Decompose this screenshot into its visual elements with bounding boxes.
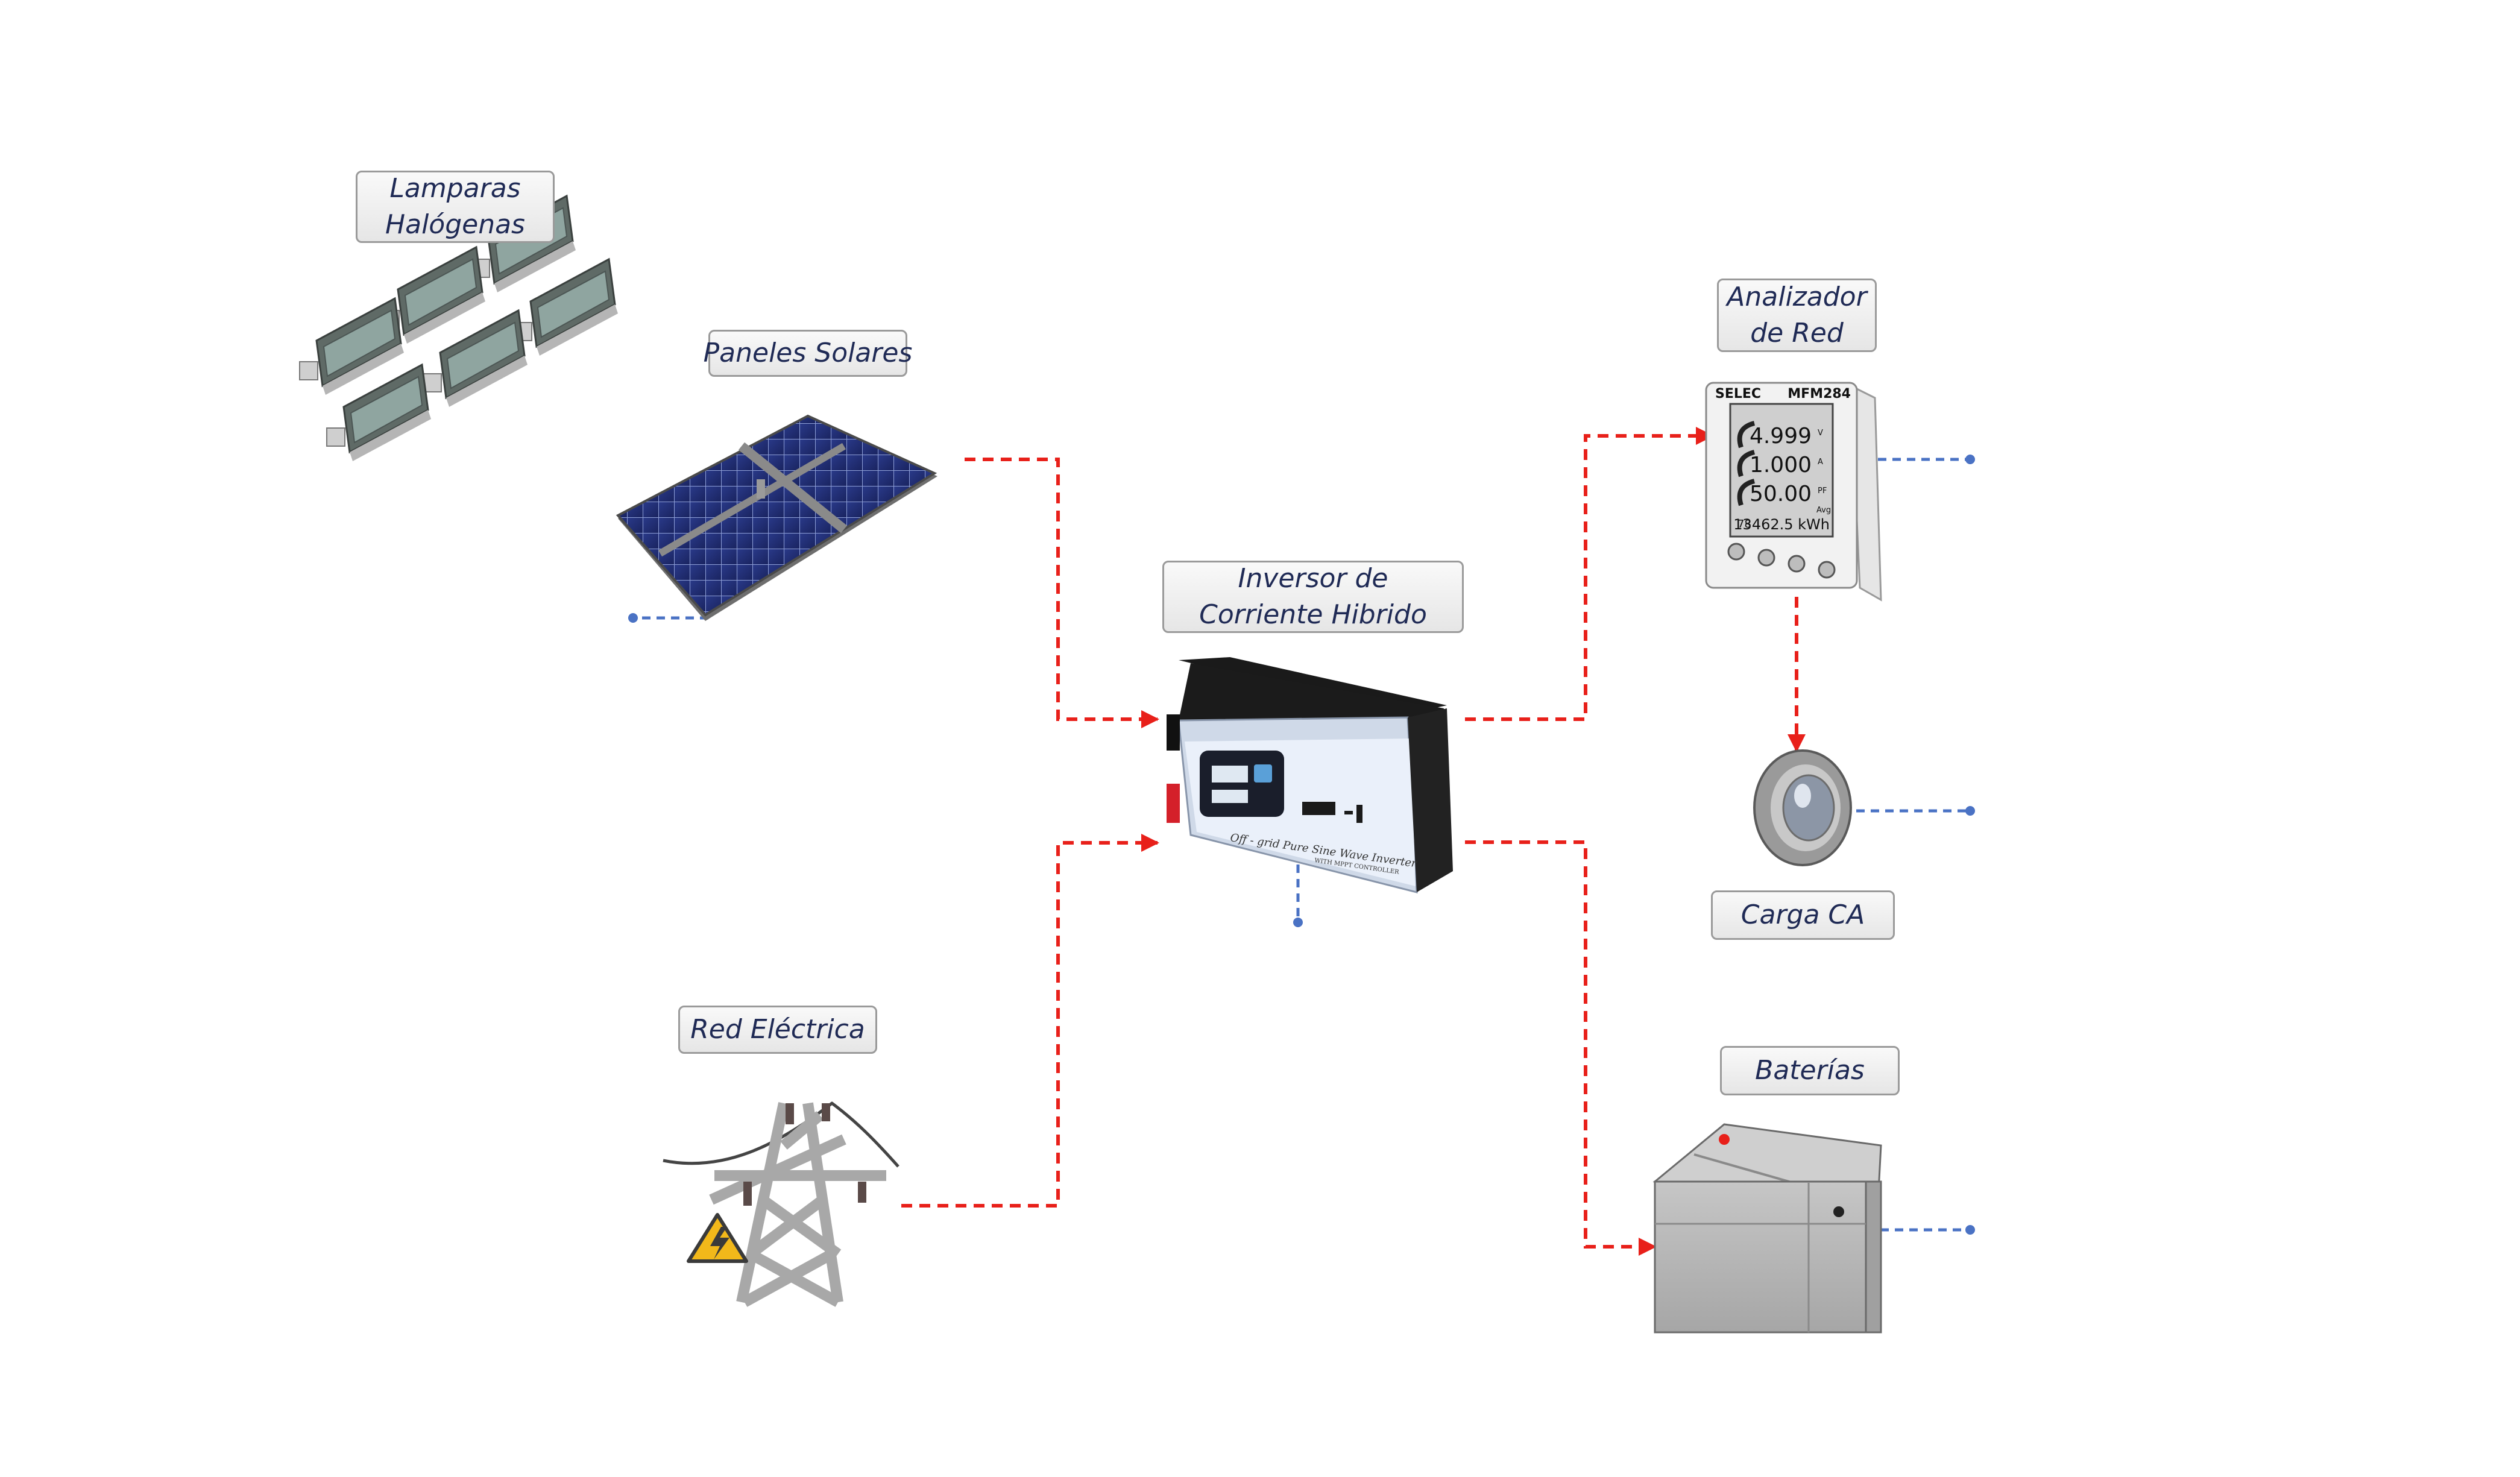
ac-load-icon — [1753, 749, 1852, 866]
batteries-icon — [1652, 1123, 1882, 1334]
label-hybrid-inverter-line1: Inversor de — [1238, 563, 1388, 594]
halogen-lamp-2 — [380, 245, 485, 344]
label-ac-load-line1: Carga CA — [1740, 899, 1865, 930]
meter-unit-2: A — [1818, 458, 1823, 467]
power-connections — [901, 427, 1806, 1256]
meter-unit-1: V — [1818, 429, 1823, 438]
line-panels-to-inverter — [965, 458, 1159, 728]
halogen-lamp-3 — [513, 257, 618, 356]
label-solar-panels: Paneles Solares — [704, 330, 912, 377]
label-power-grid-line1: Red Eléctrica — [690, 1014, 865, 1045]
network-analyzer-icon: SELEC MFM284 4.999 V 1.000 A 50.00 PF Av… — [1705, 382, 1882, 602]
meter-reading-1: 4.999 — [1750, 424, 1812, 449]
meter-reading-2: 1.000 — [1750, 453, 1812, 477]
label-batteries: Baterías — [1720, 1046, 1900, 1095]
meter-unit-3: PF — [1818, 487, 1827, 496]
label-halogen-lamps: Lamparas Halógenas — [356, 171, 555, 243]
label-hybrid-inverter-line2: Corriente Hibrido — [1199, 599, 1427, 630]
label-solar-panels-line1: Paneles Solares — [703, 338, 913, 368]
line-grid-to-inverter — [901, 834, 1159, 1208]
line-inverter-to-analyzer — [1465, 427, 1714, 721]
meter-brand: SELEC — [1715, 386, 1761, 402]
label-network-analyzer-line1: Analizador — [1727, 282, 1867, 312]
label-network-analyzer: Analizador de Red — [1717, 279, 1877, 352]
label-batteries-line1: Baterías — [1755, 1055, 1865, 1086]
meter-energy: 13462.5 kWh — [1733, 516, 1830, 533]
halogen-lamp-4 — [299, 297, 404, 395]
meter-avg: Avg — [1816, 506, 1831, 515]
meter-reading-3: 50.00 — [1750, 482, 1812, 506]
meter-model: MFM284 — [1788, 386, 1851, 402]
label-halogen-lamps-line1: Lamparas — [389, 173, 521, 204]
hybrid-inverter-icon: Off - grid Pure Sine Wave Inverter WITH … — [1167, 657, 1453, 893]
label-power-grid: Red Eléctrica — [678, 1006, 877, 1054]
label-network-analyzer-line2: de Red — [1750, 318, 1844, 348]
label-halogen-lamps-line2: Halógenas — [385, 209, 525, 240]
meter-readings: 4.999 V 1.000 A 50.00 PF Avg 78 13462.5 … — [1733, 421, 1831, 533]
label-ac-load: Carga CA — [1711, 890, 1895, 940]
halogen-lamp-6 — [326, 363, 431, 461]
label-hybrid-inverter: Inversor de Corriente Hibrido — [1162, 561, 1464, 633]
power-tower-icon — [663, 1101, 899, 1307]
meter-energy-index: 78 — [1737, 518, 1751, 531]
halogen-lamp-5 — [423, 309, 528, 407]
line-inverter-to-batteries — [1465, 840, 1657, 1256]
solar-panels-icon — [616, 414, 937, 621]
data-connections — [628, 455, 1975, 1235]
